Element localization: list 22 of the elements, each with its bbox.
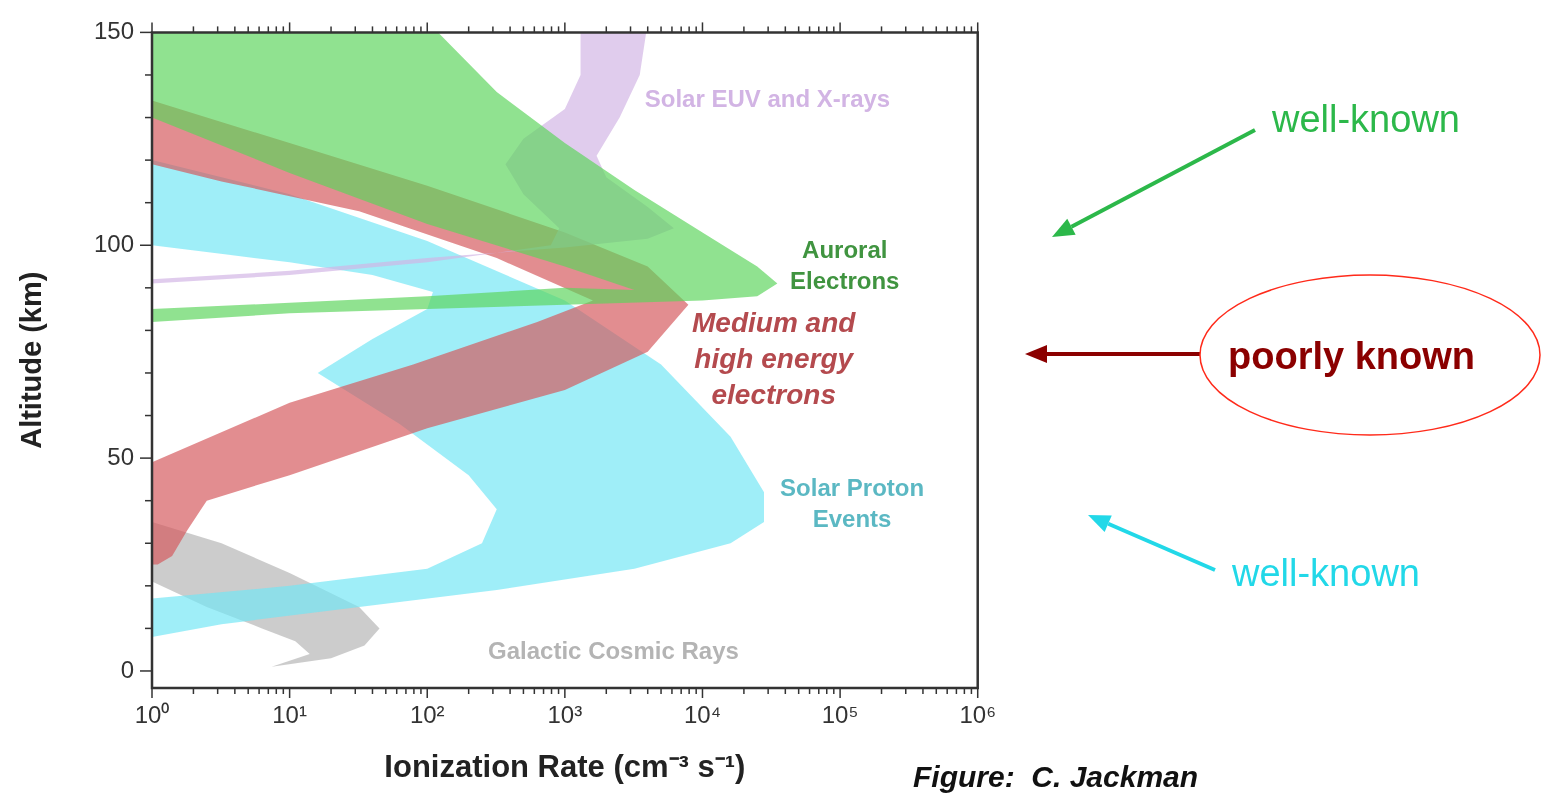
series-label: Medium and high energy electrons <box>692 306 857 411</box>
y-tick-label: 50 <box>107 442 134 470</box>
text: well-known <box>1272 98 1460 141</box>
x-tick-label: 10⁵ <box>821 701 859 729</box>
series-label: Solar EUV and X-rays <box>644 85 891 113</box>
x-tick-label: 10³ <box>547 701 583 729</box>
y-tick-label: 100 <box>93 229 134 257</box>
x-tick-label: 10² <box>409 701 445 729</box>
x-tick-label: 10⁴ <box>683 701 721 729</box>
x-tick-label: 10⁰ <box>134 701 170 729</box>
text: poorly known <box>1228 335 1475 378</box>
x-axis-title: Ionization Rate (cm⁻³ s⁻¹) <box>384 748 746 784</box>
y-tick-label: 150 <box>93 17 134 45</box>
y-axis-title: Altitude (km) <box>15 271 48 449</box>
series-label: Auroral Electrons <box>790 235 900 294</box>
series-label: Solar Proton Events <box>780 473 925 533</box>
x-tick-label: 10¹ <box>272 701 307 729</box>
y-tick-label: 0 <box>120 655 134 683</box>
text: Figure: C. Jackman <box>913 760 1199 794</box>
text: well-known <box>1232 552 1420 595</box>
x-tick-label: 10⁶ <box>959 701 996 729</box>
text: Galactic Cosmic Rays <box>488 636 739 664</box>
